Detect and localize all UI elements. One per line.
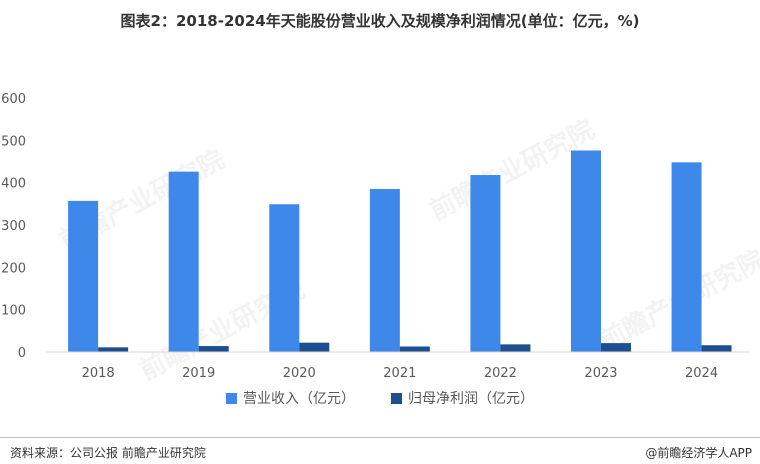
bars <box>68 150 732 352</box>
y-tick-label: 100 <box>1 304 26 319</box>
x-tick-label: 2020 <box>283 366 316 381</box>
y-axis: 0 100 200 300 400 500 600 <box>1 92 26 361</box>
legend-swatch-revenue <box>226 392 237 404</box>
x-tick-label: 2024 <box>685 366 718 381</box>
legend: 营业收入（亿元） 归母净利润（亿元） <box>0 388 760 408</box>
bar-net-profit-2020 <box>299 342 330 352</box>
bar-net-profit-2023 <box>600 343 631 352</box>
legend-label-net-profit: 归母净利润（亿元） <box>408 391 534 407</box>
bar-revenue-2021 <box>369 189 400 352</box>
bar-revenue-2018 <box>68 200 99 352</box>
bar-net-profit-2022 <box>500 344 531 352</box>
y-tick-label: 400 <box>1 177 26 192</box>
x-tick-label: 2021 <box>383 366 416 381</box>
y-tick-label: 0 <box>18 346 26 361</box>
bar-revenue-2024 <box>671 162 702 352</box>
legend-item-net-profit: 归母净利润（亿元） <box>391 388 534 408</box>
bar-net-profit-2021 <box>399 346 430 352</box>
x-tick-label: 2019 <box>182 366 215 381</box>
x-tick-label: 2018 <box>82 366 115 381</box>
x-tick-label: 2023 <box>584 366 617 381</box>
bar-net-profit-2024 <box>701 345 732 352</box>
y-tick-label: 300 <box>1 219 26 234</box>
y-tick-label: 500 <box>1 134 26 149</box>
source-note: 资料来源：公司公报 前瞻产业研究院 <box>10 446 206 460</box>
y-tick-label: 200 <box>1 261 26 276</box>
bar-revenue-2022 <box>470 175 501 352</box>
bar-net-profit-2019 <box>198 346 229 352</box>
legend-item-revenue: 营业收入（亿元） <box>226 388 355 408</box>
x-tick-label: 2022 <box>484 366 517 381</box>
footer: 资料来源：公司公报 前瞻产业研究院 @前瞻经济学人APP <box>0 437 760 464</box>
legend-label-revenue: 营业收入（亿元） <box>243 391 355 407</box>
legend-swatch-net-profit <box>391 392 402 404</box>
y-tick-label: 600 <box>1 92 26 107</box>
bar-revenue-2019 <box>168 171 199 352</box>
brand-note: @前瞻经济学人APP <box>645 446 752 460</box>
bar-revenue-2023 <box>570 150 601 352</box>
bar-revenue-2020 <box>269 204 300 352</box>
x-axis: 2018 2019 2020 2021 2022 2023 2024 <box>82 366 719 381</box>
bar-net-profit-2018 <box>98 347 129 352</box>
chart-title: 图表2：2018-2024年天能股份营业收入及规模净利润情况(单位：亿元，%) <box>120 12 640 30</box>
